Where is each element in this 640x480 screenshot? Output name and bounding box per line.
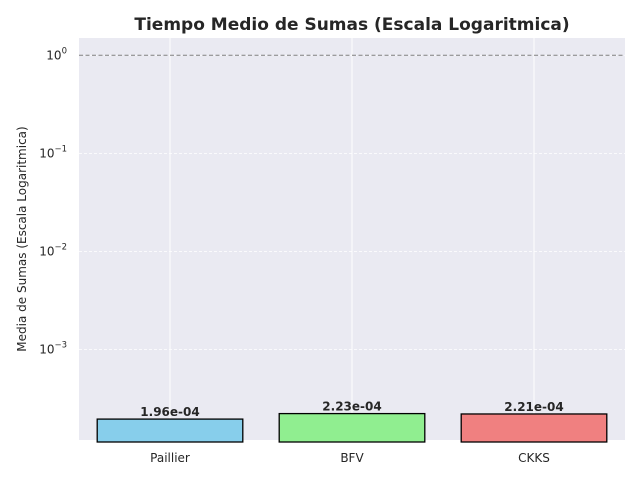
y-tick-label: 10−2: [39, 243, 67, 259]
x-tick-label: Paillier: [150, 451, 190, 465]
bar-ckks: [460, 413, 608, 443]
chart-title: Tiempo Medio de Sumas (Escala Logaritmic…: [134, 15, 569, 35]
y-tick-labels: 10−3 10−2 10−1 100: [39, 46, 67, 356]
y-tick-label: 100: [46, 46, 67, 62]
x-tick-label: CKKS: [518, 451, 550, 465]
vertical-gridlines: [169, 38, 535, 440]
bar-value-labels: 1.96e-04 2.23e-04 2.21e-04: [140, 400, 563, 419]
bar-value-label: 1.96e-04: [140, 405, 199, 419]
y-tick-label: 10−1: [39, 144, 67, 160]
y-tick-label: 10−3: [39, 341, 67, 357]
bars: [96, 412, 608, 443]
x-tick-labels: Paillier BFV CKKS: [150, 451, 550, 465]
x-tick-label: BFV: [340, 451, 364, 465]
y-axis-label: Media de Sumas (Escala Logaritmica): [15, 126, 29, 351]
bar-bfv: [278, 412, 426, 443]
bar-value-label: 2.21e-04: [504, 400, 563, 414]
bar-paillier: [96, 418, 244, 443]
bar-value-label: 2.23e-04: [322, 400, 381, 414]
